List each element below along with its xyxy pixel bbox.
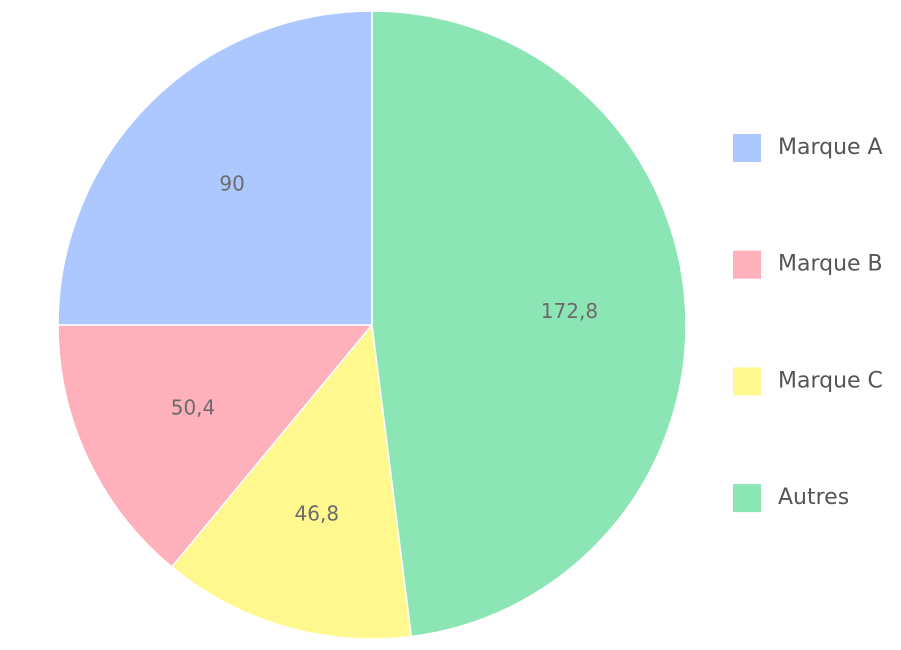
legend-swatch bbox=[733, 134, 761, 162]
pie-slice bbox=[170, 323, 413, 640]
pie-slice bbox=[57, 324, 374, 568]
pie-slice bbox=[371, 10, 687, 638]
legend-label: Autres bbox=[778, 485, 849, 510]
value-label: 90 bbox=[219, 172, 244, 196]
legend-label: Marque A bbox=[778, 135, 883, 160]
legend-swatch bbox=[733, 250, 761, 279]
legend-swatch bbox=[733, 367, 761, 396]
legend-label: Marque B bbox=[778, 252, 883, 277]
legend-swatch bbox=[733, 484, 761, 513]
pie-slice bbox=[57, 10, 373, 326]
value-label: 172,8 bbox=[541, 299, 598, 323]
legend-label: Marque C bbox=[778, 368, 883, 393]
value-label: 46,8 bbox=[295, 501, 340, 525]
value-label: 50,4 bbox=[171, 396, 216, 420]
